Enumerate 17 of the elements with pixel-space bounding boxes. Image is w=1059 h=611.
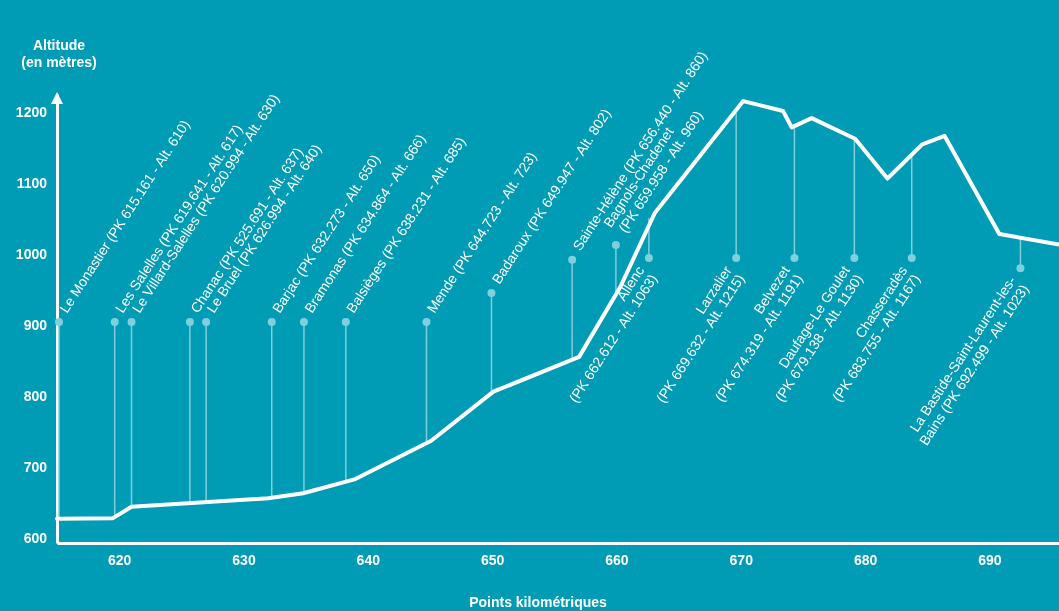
x-axis-title: Points kilométriques	[469, 594, 608, 610]
x-tick-label: 630	[232, 551, 256, 568]
y-tick-label: 800	[23, 387, 48, 404]
y-tick-label: 1000	[15, 245, 48, 262]
x-tick-label: 690	[978, 551, 1002, 568]
x-tick-label: 650	[480, 551, 505, 568]
y-tick-label: 1200	[15, 103, 48, 120]
y-axis-title: Altitude (en mètres)	[21, 37, 97, 70]
y-tick-label: 700	[23, 458, 48, 475]
y-tick-label: 600	[23, 530, 48, 547]
x-tick-label: 640	[356, 551, 381, 568]
y-tick-label: 1100	[16, 174, 48, 191]
x-tick-label: 680	[853, 551, 878, 568]
x-tick-label: 620	[107, 551, 132, 568]
y-tick-label: 900	[23, 316, 48, 333]
x-tick-label: 660	[605, 551, 629, 568]
x-tick-label: 670	[729, 551, 754, 568]
